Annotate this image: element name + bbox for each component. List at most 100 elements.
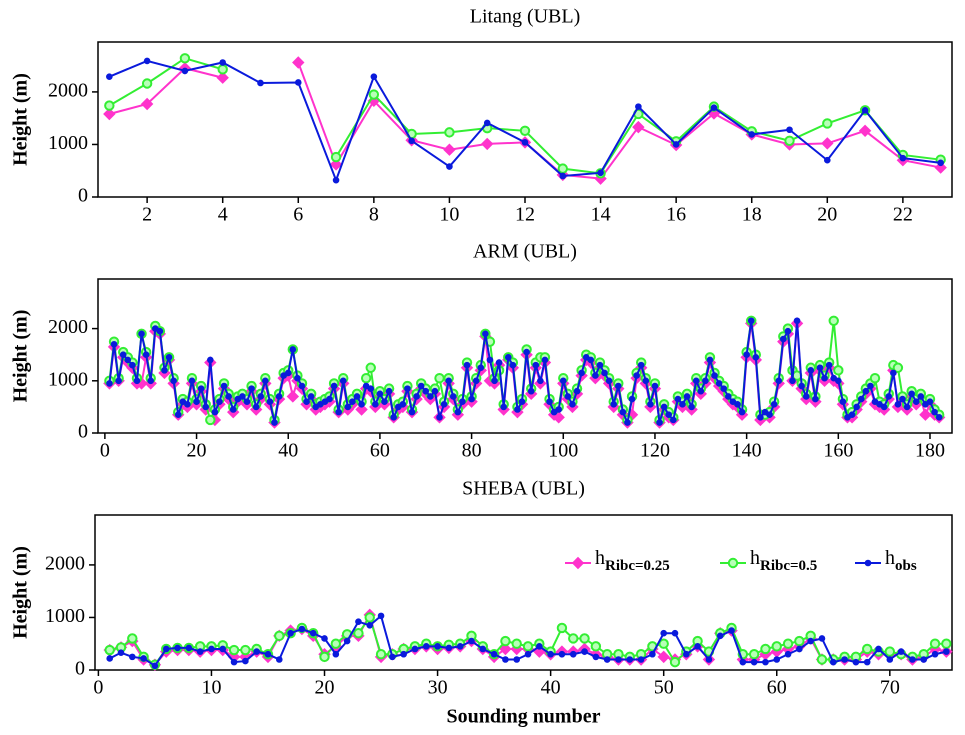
data-point	[557, 163, 568, 174]
x-tick-label: 100	[548, 440, 578, 462]
data-point	[500, 403, 507, 411]
data-point	[332, 650, 340, 658]
data-point	[665, 411, 673, 419]
data-point	[355, 403, 368, 416]
data-point	[835, 377, 842, 385]
data-point	[762, 658, 769, 666]
data-point	[824, 156, 831, 164]
legend-label: hRibc=0.5	[750, 547, 817, 575]
data-point	[614, 382, 622, 390]
data-point	[479, 645, 487, 653]
data-point	[509, 361, 517, 369]
data-point	[106, 655, 113, 662]
data-point	[869, 372, 881, 384]
data-point	[486, 356, 494, 364]
data-point	[483, 119, 491, 127]
data-point	[303, 398, 310, 405]
data-point	[861, 107, 869, 114]
data-point	[875, 645, 882, 653]
data-point	[242, 657, 249, 665]
data-point	[330, 151, 342, 163]
data-point	[514, 406, 521, 413]
data-point	[651, 382, 659, 390]
data-point	[672, 141, 680, 148]
data-point	[937, 159, 944, 167]
data-point	[454, 408, 462, 416]
data-point	[257, 393, 265, 400]
data-point	[230, 658, 238, 666]
data-point	[372, 400, 379, 408]
data-point	[546, 398, 553, 405]
data-point	[330, 638, 342, 649]
data-point	[660, 629, 667, 637]
legend-label-sub: obs	[895, 558, 917, 574]
data-point	[728, 627, 735, 634]
data-point	[502, 656, 509, 663]
x-tick-label: 10	[439, 204, 459, 226]
data-point	[757, 414, 764, 421]
data-point	[899, 154, 907, 162]
data-point	[547, 650, 554, 658]
data-point	[669, 416, 677, 424]
data-point	[884, 646, 896, 657]
data-point	[353, 393, 361, 400]
data-point	[537, 377, 544, 385]
data-point	[766, 411, 773, 419]
series-line	[109, 62, 941, 180]
data-point	[197, 385, 205, 392]
data-point	[841, 656, 848, 663]
x-tick-label: 40	[541, 677, 561, 699]
data-point	[541, 356, 549, 364]
data-point	[610, 400, 618, 408]
data-point	[239, 393, 246, 400]
data-point	[818, 635, 826, 642]
data-point	[702, 377, 709, 385]
data-point	[142, 351, 150, 358]
x-tick-label: 12	[515, 204, 535, 226]
data-point	[578, 369, 585, 377]
data-point	[626, 656, 634, 663]
data-point	[770, 400, 778, 408]
data-point	[523, 348, 530, 356]
data-point	[443, 143, 456, 156]
data-point	[657, 650, 670, 664]
data-point	[642, 377, 650, 385]
data-point	[715, 380, 723, 387]
data-point	[445, 377, 452, 385]
data-point	[894, 400, 902, 408]
data-point	[628, 395, 636, 403]
data-point	[559, 377, 567, 385]
data-point	[202, 403, 210, 411]
data-point	[377, 612, 385, 620]
data-point	[292, 56, 305, 69]
data-point	[225, 393, 232, 400]
y-tick-label: 0	[75, 658, 85, 680]
data-point	[822, 118, 833, 129]
data-point	[309, 629, 317, 637]
data-point	[207, 356, 214, 364]
data-point	[257, 79, 264, 87]
data-point	[601, 369, 608, 377]
data-point	[587, 356, 595, 364]
data-point	[156, 327, 164, 335]
data-point	[127, 633, 138, 644]
data-point	[649, 650, 656, 658]
data-point	[920, 656, 928, 663]
data-point	[656, 419, 663, 426]
data-point	[216, 398, 223, 405]
data-point	[596, 361, 604, 369]
data-point	[440, 400, 448, 408]
data-point	[436, 414, 443, 421]
legend-label-sub: Ribc=0.5	[760, 558, 817, 574]
data-point	[326, 395, 333, 403]
data-point	[449, 393, 457, 400]
data-point	[358, 400, 365, 408]
data-point	[138, 330, 145, 338]
series-line	[108, 57, 941, 175]
data-point	[941, 638, 952, 649]
data-point	[115, 377, 122, 385]
data-point	[472, 377, 480, 385]
data-point	[519, 125, 531, 136]
data-point	[931, 650, 939, 658]
data-point	[500, 635, 511, 647]
